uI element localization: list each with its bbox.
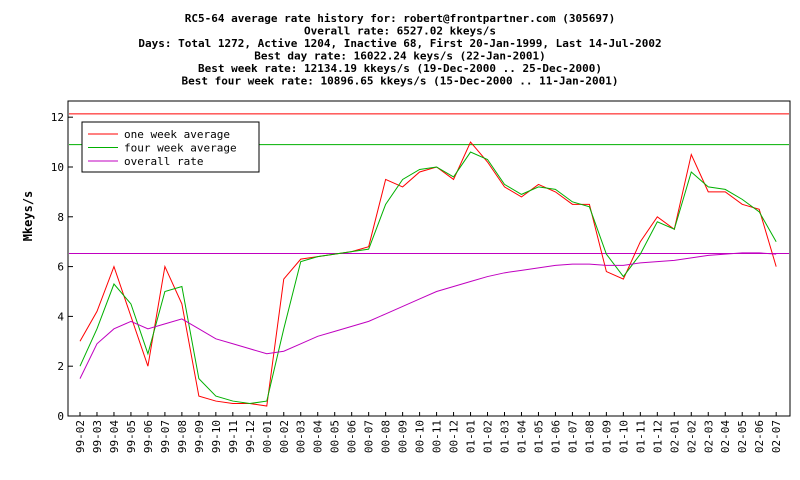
y-axis-label: Mkeys/s: [21, 191, 35, 242]
x-tick-label: 99-11: [227, 420, 240, 453]
legend-label: overall rate: [124, 155, 203, 168]
y-tick-label: 10: [51, 161, 64, 174]
x-tick-label: 01-08: [583, 420, 596, 453]
x-tick-label: 01-05: [532, 420, 545, 453]
title-line: Overall rate: 6527.02 kkeys/s: [304, 25, 496, 38]
x-tick-label: 00-10: [414, 420, 427, 453]
x-tick-label: 01-01: [465, 420, 478, 453]
x-tick-label: 99-02: [74, 420, 87, 453]
x-tick-label: 01-07: [566, 420, 579, 453]
legend-label: one week average: [124, 128, 230, 141]
title-line: Best four week rate: 10896.65 kkeys/s (1…: [181, 75, 618, 88]
x-tick-label: 01-10: [617, 420, 630, 453]
x-tick-label: 00-07: [363, 420, 376, 453]
series-line: [79, 151, 777, 405]
x-tick-label: 99-12: [244, 420, 257, 453]
x-tick-label: 01-11: [634, 420, 647, 453]
x-tick-label: 01-02: [482, 420, 495, 453]
x-tick-label: 02-05: [736, 420, 749, 453]
x-tick-label: 00-02: [278, 420, 291, 453]
x-tick-label: 02-03: [702, 420, 715, 453]
x-tick-label: 99-06: [142, 420, 155, 453]
x-tick-label: 02-01: [668, 420, 681, 453]
x-tick-label: 00-05: [329, 420, 342, 453]
x-tick-label: 99-04: [108, 420, 121, 453]
y-tick-label: 6: [57, 261, 64, 274]
title-line: Days: Total 1272, Active 1204, Inactive …: [138, 37, 661, 50]
x-tick-label: 99-03: [91, 420, 104, 453]
y-tick-label: 4: [57, 310, 64, 323]
x-tick-label: 00-03: [295, 420, 308, 453]
title-line: Best week rate: 12134.19 kkeys/s (19-Dec…: [198, 62, 602, 75]
x-tick-label: 01-06: [549, 420, 562, 453]
legend-label: four week average: [124, 142, 237, 155]
x-tick-label: 00-01: [261, 420, 274, 453]
x-tick-label: 00-11: [431, 420, 444, 453]
x-tick-label: 99-05: [125, 420, 138, 453]
x-tick-label: 99-10: [210, 420, 223, 453]
x-tick-label: 02-02: [685, 420, 698, 453]
series-line: [79, 252, 777, 379]
y-tick-label: 8: [57, 211, 64, 224]
series-line: [79, 141, 777, 407]
y-tick-label: 12: [51, 111, 64, 124]
x-tick-label: 00-09: [397, 420, 410, 453]
x-tick-label: 02-06: [753, 420, 766, 453]
x-tick-label: 99-09: [193, 420, 206, 453]
x-tick-label: 00-04: [312, 420, 325, 453]
x-tick-label: 00-12: [448, 420, 461, 453]
y-tick-label: 0: [57, 410, 64, 423]
x-tick-label: 01-03: [499, 420, 512, 453]
x-tick-label: 01-04: [515, 420, 528, 453]
x-tick-label: 02-04: [719, 420, 732, 453]
x-tick-label: 01-09: [600, 420, 613, 453]
x-tick-label: 00-06: [346, 420, 359, 453]
x-tick-label: 99-08: [176, 420, 189, 453]
title-line: RC5-64 average rate history for: robert@…: [185, 12, 615, 25]
x-tick-label: 00-08: [380, 420, 393, 453]
x-tick-label: 02-07: [770, 420, 783, 453]
x-tick-label: 99-07: [159, 420, 172, 453]
y-tick-label: 2: [57, 360, 64, 373]
x-tick-label: 01-12: [651, 420, 664, 453]
title-line: Best day rate: 16022.24 keys/s (22-Jan-2…: [254, 50, 545, 63]
